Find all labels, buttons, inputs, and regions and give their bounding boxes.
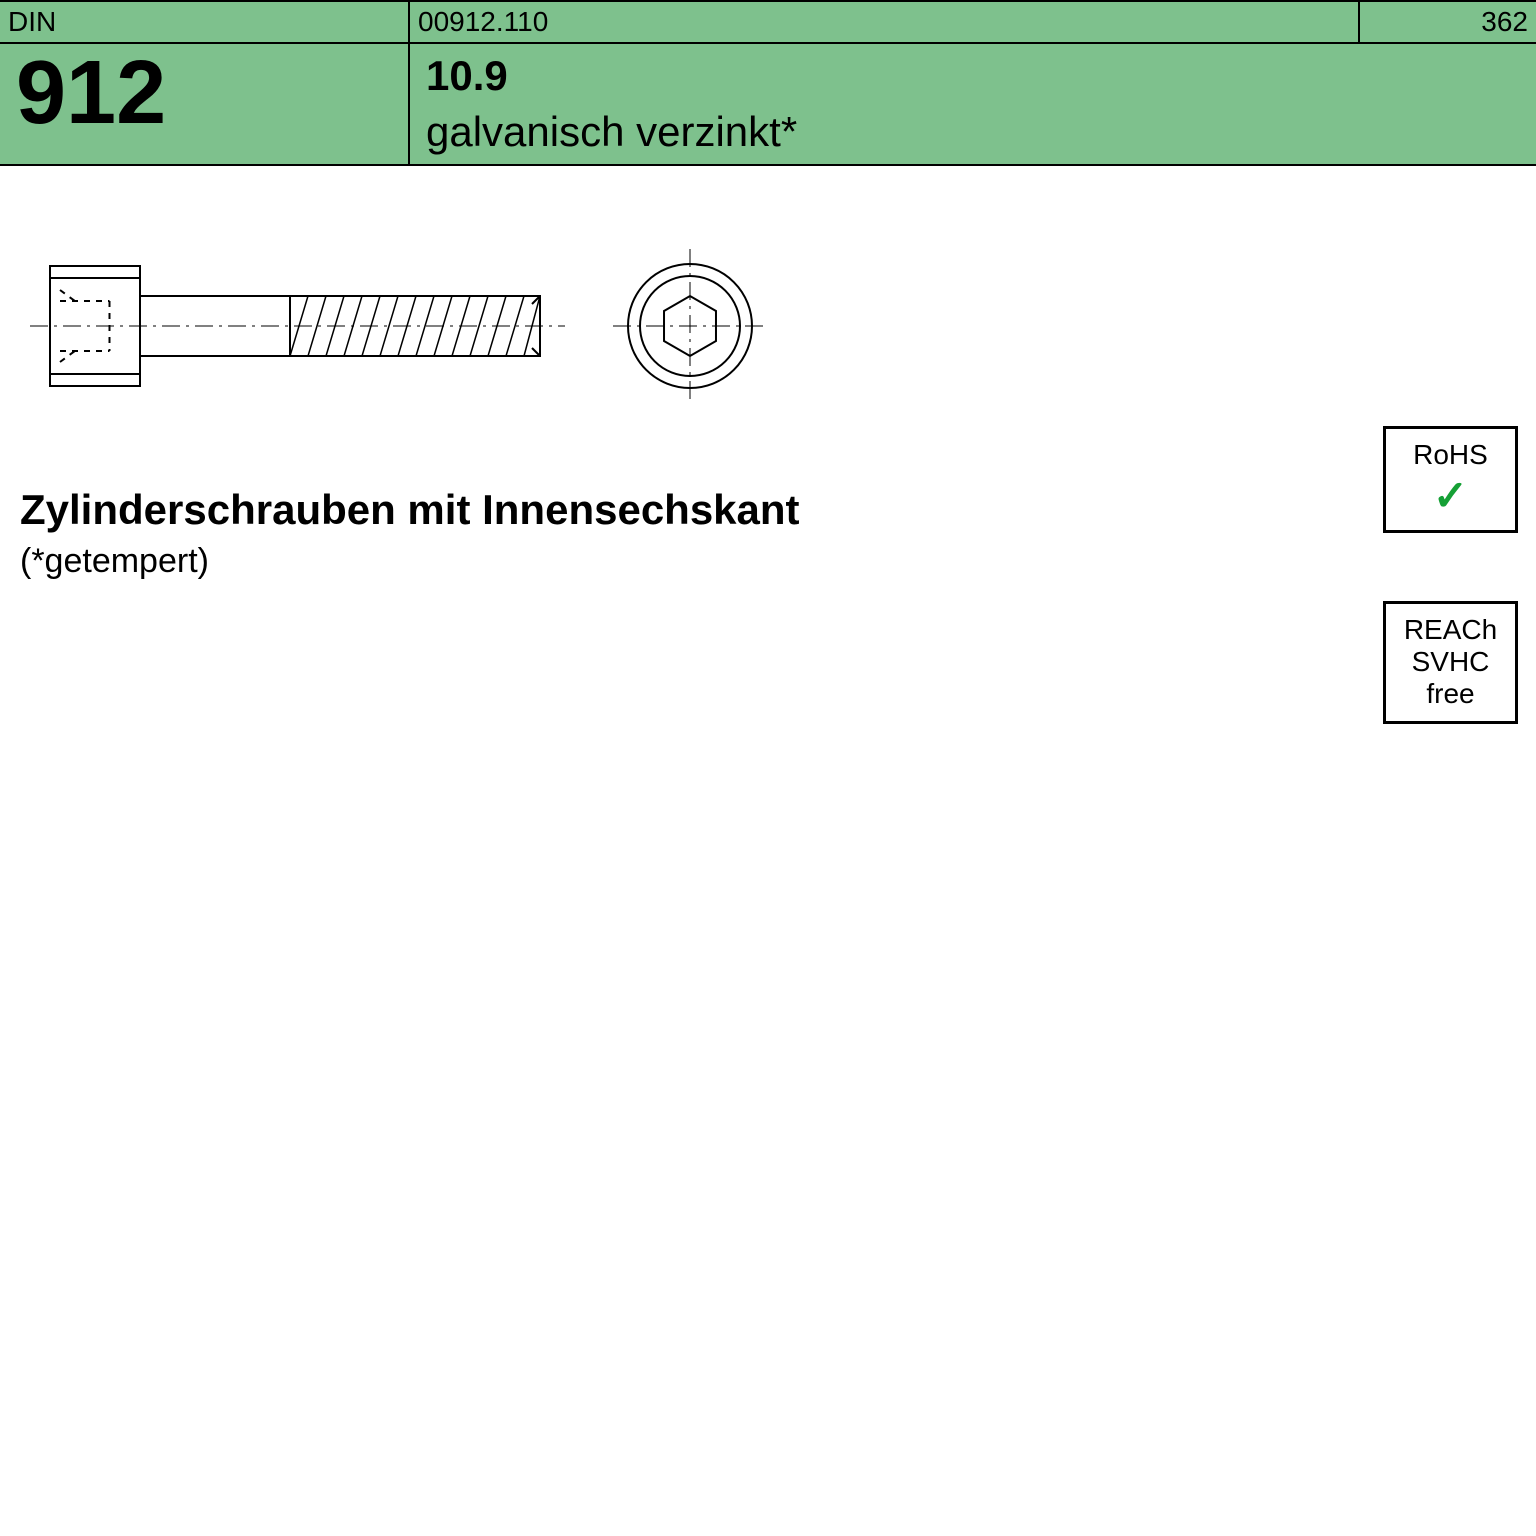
header-row: DIN 00912.110 362 [0, 0, 1536, 44]
screw-drawing-svg [30, 226, 830, 426]
rohs-badge: RoHS ✓ [1383, 426, 1518, 533]
reach-line2: SVHC [1400, 646, 1501, 678]
reach-badge: REACh SVHC free [1383, 601, 1518, 724]
title-block: Zylinderschrauben mit Innensechskant (*g… [20, 486, 1516, 581]
strength-grade: 10.9 [426, 52, 1520, 100]
product-subtitle: (*getempert) [20, 542, 1516, 581]
surface-finish: galvanisch verzinkt* [426, 108, 1520, 156]
check-icon: ✓ [1400, 471, 1501, 520]
header-page-code: 362 [1360, 2, 1536, 42]
spec-details: 10.9 galvanisch verzinkt* [410, 44, 1536, 164]
body-area: RoHS ✓ REACh SVHC free Zylinderschrauben… [0, 166, 1536, 601]
standard-number: 912 [0, 44, 410, 164]
header-standard-code: 00912.110 [410, 2, 1360, 42]
spec-row: 912 10.9 galvanisch verzinkt* [0, 44, 1536, 166]
reach-line3: free [1400, 678, 1501, 710]
product-title: Zylinderschrauben mit Innensechskant [20, 486, 1516, 534]
rohs-label: RoHS [1400, 439, 1501, 471]
header-standard-label: DIN [0, 2, 410, 42]
page-root: DIN 00912.110 362 912 10.9 galvanisch ve… [0, 0, 1536, 1536]
reach-line1: REACh [1400, 614, 1501, 646]
technical-drawing [30, 226, 1516, 426]
